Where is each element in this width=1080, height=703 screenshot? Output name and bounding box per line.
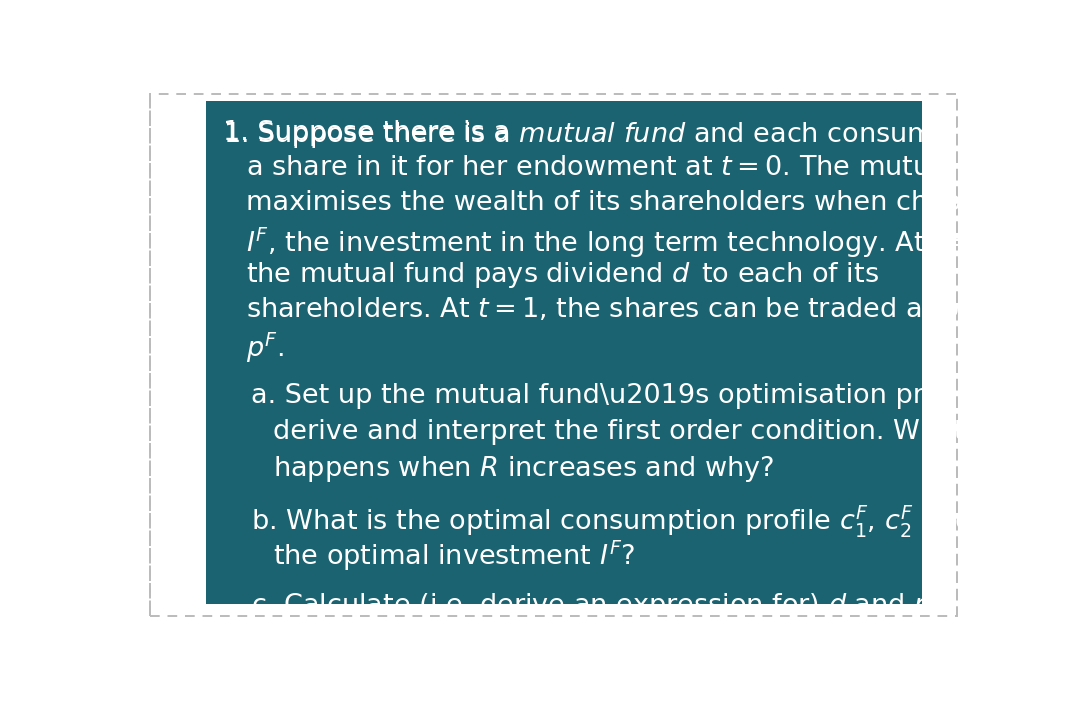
Text: a. Set up the mutual fund\u2019s optimisation problem and: a. Set up the mutual fund\u2019s optimis… bbox=[251, 383, 1067, 409]
Text: shareholders. At $t=1$, the shares can be traded at price: shareholders. At $t=1$, the shares can b… bbox=[246, 295, 1010, 325]
Text: maximises the wealth of its shareholders when choosing: maximises the wealth of its shareholders… bbox=[246, 190, 1018, 216]
Text: 1. Suppose there is a $\it{mutual\ fund}$ and each consumer buys: 1. Suppose there is a $\it{mutual\ fund}… bbox=[222, 120, 1035, 150]
FancyBboxPatch shape bbox=[206, 101, 922, 604]
Text: derive and interpret the first order condition. What: derive and interpret the first order con… bbox=[273, 418, 964, 444]
Text: 1. Suppose there is a: 1. Suppose there is a bbox=[222, 120, 518, 146]
Text: the mutual fund pays dividend $d\,$ to each of its: the mutual fund pays dividend $d\,$ to e… bbox=[246, 260, 879, 290]
Text: $I^F$, the investment in the long term technology. At $t=1$,: $I^F$, the investment in the long term t… bbox=[246, 225, 1002, 259]
Text: happens when $R$ increases and why?: happens when $R$ increases and why? bbox=[273, 454, 774, 484]
Text: b. What is the optimal consumption profile $c_1^F$, $c_2^F$ and: b. What is the optimal consumption profi… bbox=[251, 503, 971, 539]
Text: the optimal investment $I^F$?: the optimal investment $I^F$? bbox=[273, 538, 635, 573]
Text: c. Calculate (i.e. derive an expression for) $d$ and $p^F$.: c. Calculate (i.e. derive an expression … bbox=[251, 588, 950, 622]
Text: a share in it for her endowment at $t=0$. The mutual fund: a share in it for her endowment at $t=0$… bbox=[246, 155, 1024, 181]
Text: $p^F$.: $p^F$. bbox=[246, 330, 284, 365]
